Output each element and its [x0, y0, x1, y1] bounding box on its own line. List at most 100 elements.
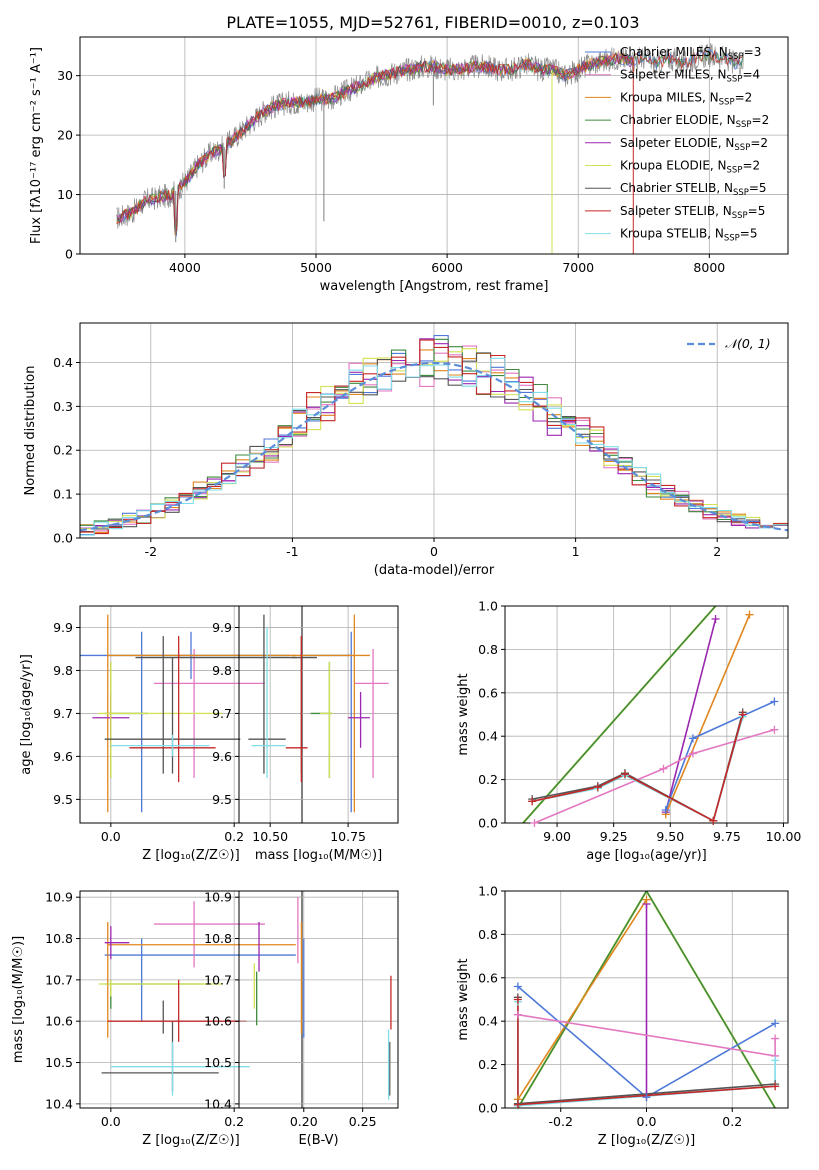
y-tick-label: 10.7	[204, 972, 232, 987]
y-axis-label: age [log₁₀(age/yr)]	[19, 654, 34, 775]
legend-label: Chabrier MILES, NSSP=3	[620, 45, 761, 62]
histogram-salpeter-stelib	[80, 339, 788, 535]
legend-label-main: Chabrier MILES, N	[620, 45, 728, 59]
legend-label: Salpeter STELIB, NSSP=5	[620, 204, 765, 221]
weight-marker	[738, 710, 747, 719]
weight-marker	[661, 805, 670, 814]
y-tick-label: 10.6	[204, 1014, 232, 1029]
weight-marker	[709, 816, 718, 825]
legend-label-main: Salpeter STELIB, N	[620, 204, 732, 218]
x-tick-label: 4000	[169, 260, 201, 275]
plot-area	[248, 614, 389, 813]
weight-marker	[771, 1056, 780, 1065]
chart-age-vs-mass: 10.50 10.75 9.5 9.6 9.7 9.8 9.9 mass [log₁₀(M/M…	[212, 605, 399, 863]
axes-frame	[79, 322, 789, 539]
y-tick-label: 10.5	[45, 1055, 73, 1070]
y-tick-label: 0.4	[478, 729, 498, 744]
spectrum-line-kroupa-miles	[116, 52, 634, 236]
plot-area	[80, 614, 296, 813]
y-axis-label: mass weight	[456, 958, 471, 1040]
figure-title: PLATE=1055, MJD=52761, FIBERID=0010, z=0…	[226, 13, 639, 32]
y-tick-label: 0.2	[478, 772, 498, 787]
y-tick-label: 9.7	[53, 706, 73, 721]
plot-area	[522, 606, 775, 823]
y-tick-label: 0.4	[53, 355, 73, 370]
x-tick-label: 0.2	[224, 1114, 244, 1129]
weight-marker	[771, 1034, 780, 1043]
x-tick-label: 2	[713, 544, 721, 559]
y-tick-label: 9.9	[53, 620, 73, 635]
y-tick-label: 9.9	[212, 620, 232, 635]
weight-marker	[659, 764, 668, 773]
plot-area	[253, 897, 392, 1100]
y-tick-label: 0.2	[53, 443, 73, 458]
x-tick-label: 0.2	[722, 1114, 742, 1129]
x-tick-label: 6000	[431, 260, 463, 275]
weight-marker	[771, 1082, 780, 1091]
legend-label: Kroupa STELIB, NSSP=5	[620, 227, 758, 244]
legend-label-main: Chabrier ELODIE, N	[620, 113, 736, 127]
chart-mass-vs-ebv: 0.20 0.25 10.4 10.5 10.6 10.7 10.8 10.9 E(B-V)	[204, 890, 399, 1148]
weight-line-salpeter-elodie	[664, 618, 717, 813]
legend-label-main: Kroupa ELODIE, N	[620, 159, 727, 173]
x-tick-label: 0.0	[101, 1114, 121, 1129]
x-axis-label: Z [log₁₀(Z/Z☉)]	[142, 848, 239, 863]
legend-label-tail: =2	[735, 90, 753, 104]
y-tick-label: 10.6	[45, 1014, 73, 1029]
spectrum-line-salpeter-stelib	[116, 49, 744, 231]
x-tick-label: 7000	[562, 260, 594, 275]
x-tick-label: -1	[286, 544, 298, 559]
y-tick-label: 0.0	[53, 531, 73, 546]
x-axis-label: E(B-V)	[298, 1133, 338, 1148]
y-tick-label: 0.1	[53, 487, 73, 502]
x-tick-label: 9.75	[713, 829, 741, 844]
x-tick-label: 9.50	[656, 829, 684, 844]
y-tick-label: 20	[57, 128, 73, 143]
axes-frame	[79, 36, 789, 255]
axes-frame	[504, 890, 789, 1109]
x-tick-label: -2	[145, 544, 157, 559]
weight-marker	[771, 1019, 780, 1028]
y-tick-label: 0.6	[478, 970, 498, 985]
legend-label: Chabrier STELIB, NSSP=5	[620, 181, 767, 198]
x-tick-label: -0.2	[549, 1114, 573, 1129]
y-tick-label: 9.5	[212, 792, 232, 807]
weight-marker	[711, 615, 720, 624]
legend-label: Salpeter ELODIE, NSSP=2	[620, 136, 768, 153]
spectrum-line-chabrier-stelib	[116, 51, 634, 235]
legend-label-sub: SSP	[732, 211, 748, 221]
legend-label-sub: SSP	[734, 143, 750, 153]
legend-label-main: Kroupa STELIB, N	[620, 227, 724, 241]
weight-line-kroupa-miles	[517, 899, 648, 1100]
weight-marker	[770, 725, 779, 734]
chart-age-vs-Z: 0.0 0.2 9.5 9.6 9.7 9.8 9.9 Z [log₁₀(Z/Z☉)] age …	[19, 605, 303, 863]
weight-line-chabrier-elodie	[517, 891, 776, 1108]
x-tick-label: 0.0	[101, 829, 121, 844]
plot-area	[116, 43, 744, 254]
y-tick-label: 10.9	[204, 890, 232, 905]
y-tick-label: 10.8	[204, 931, 232, 946]
legend-label-sub: SSP	[727, 166, 743, 176]
weight-line-kroupa-stelib	[532, 716, 744, 822]
weight-line-salpeter-miles	[534, 728, 775, 823]
axes-frame	[238, 890, 399, 1109]
legend-label-sub: SSP	[736, 120, 752, 130]
y-axis-label: Flux [fλ10⁻¹⁷ erg cm⁻² s⁻¹ A⁻¹]	[29, 47, 44, 244]
plot-area	[98, 901, 296, 1096]
chart-spectrum: 4000 5000 6000 7000 8000 0 10 20 30 wavelength [A…	[29, 36, 789, 294]
y-tick-label: 0.8	[478, 927, 498, 942]
x-tick-label: 10.00	[766, 829, 802, 844]
x-tick-label: 1	[572, 544, 580, 559]
legend-label-tail: =5	[740, 227, 758, 241]
weight-line-chabrier-elodie	[522, 606, 717, 823]
x-tick-label: 5000	[300, 260, 332, 275]
x-axis-label: Z [log₁₀(Z/Z☉)]	[142, 1133, 239, 1148]
legend-label-sub: SSP	[719, 97, 735, 107]
legend-label-sub: SSP	[727, 75, 743, 85]
legend-label-sub: SSP	[728, 52, 744, 62]
x-tick-label: 0	[430, 544, 438, 559]
chart-mass-weight-vs-age: 9.00 9.25 9.50 9.75 10.00 0.0 0.2 0.4 0.6 0.8 1.0 a…	[456, 599, 801, 864]
